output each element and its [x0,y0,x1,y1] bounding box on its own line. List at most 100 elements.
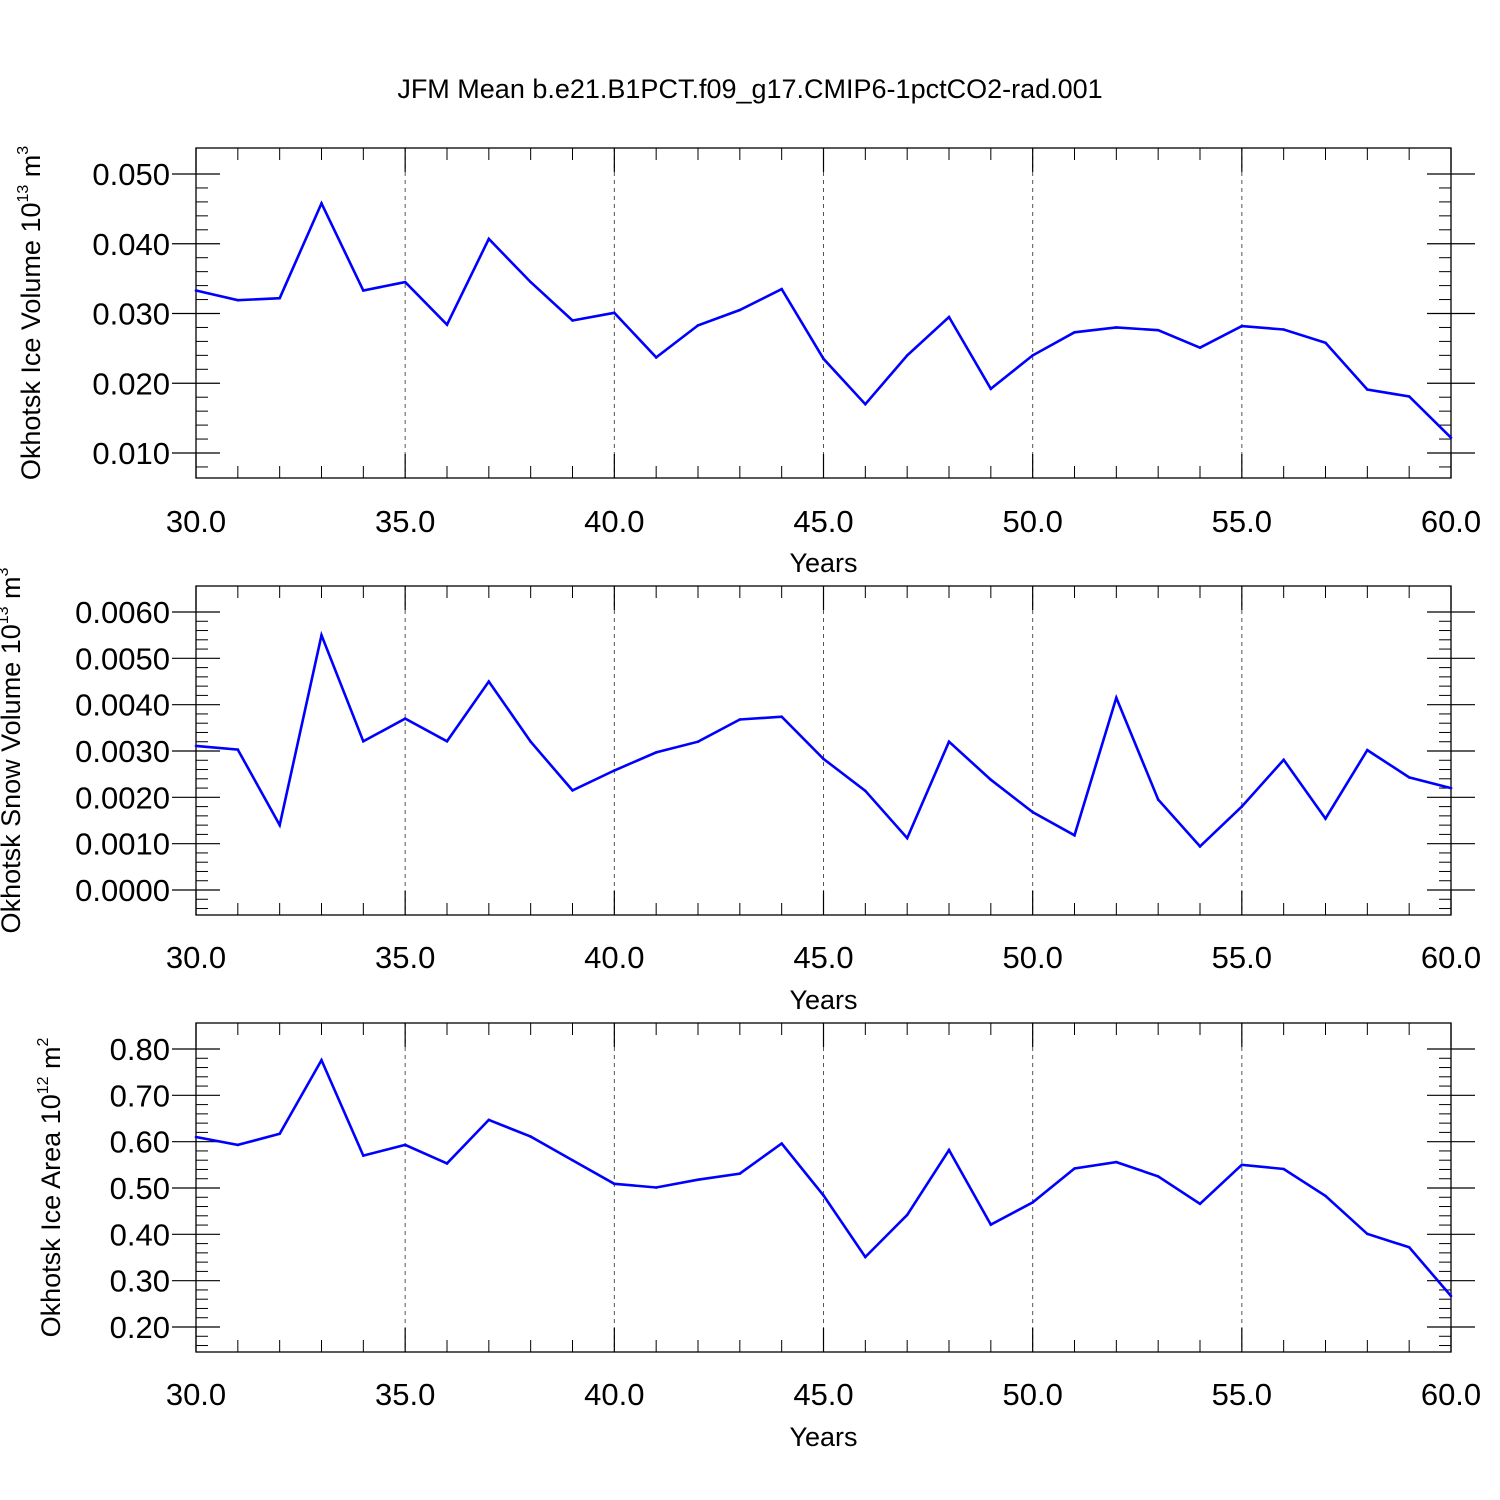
data-point [696,1178,700,1181]
data-point [278,296,281,300]
y-axis-title-text: Okhotsk Snow Volume 10 [0,624,26,933]
data-point [1407,776,1411,779]
y-tick-label: 0.0010 [75,827,170,862]
x-tick-label: 60.0 [1421,1377,1481,1412]
data-point [738,308,742,312]
x-tick-label: 60.0 [1421,940,1481,975]
data-point [780,715,783,719]
y-tick-label: 0.60 [110,1125,170,1160]
data-point [320,201,323,205]
data-point [1073,834,1076,837]
data-point [403,717,407,720]
y-tick-label: 0.70 [110,1078,170,1113]
data-point [905,1213,909,1217]
data-point [905,836,909,840]
x-tick-label: 35.0 [375,504,435,539]
x-axis-title: Years [789,985,857,1015]
data-point [1240,1163,1244,1167]
data-point [947,315,951,319]
data-point [236,1143,240,1147]
data-point [1031,1201,1034,1204]
data-point [236,298,240,302]
data-point [780,287,783,291]
x-tick-label: 55.0 [1212,1377,1272,1412]
y-tick-label: 0.50 [110,1171,170,1206]
data-point [445,739,449,743]
y-tick-label: 0.0000 [75,873,170,908]
data-point [1324,817,1327,820]
x-tick-label: 45.0 [793,1377,853,1412]
data-point [1449,786,1453,790]
data-point [1282,1167,1285,1171]
data-point [1031,354,1034,357]
data-point [1073,1167,1076,1170]
data-point [1198,1202,1202,1206]
x-tick-label: 40.0 [584,940,644,975]
y-axis-title: Okhotsk Ice Area 1012 m2 [35,1037,66,1337]
data-point [571,319,574,322]
data-point [278,1132,281,1136]
data-point [696,324,700,327]
data-point [1156,328,1160,332]
data-point [1240,805,1244,808]
x-tick-label: 50.0 [1002,1377,1062,1412]
data-point [445,1162,449,1165]
data-point [362,739,365,743]
y-axis-title-text: m [16,155,46,185]
x-axis-title: Years [789,1422,857,1452]
data-point [194,289,198,292]
data-point [864,402,867,406]
x-tick-label: 55.0 [1212,940,1272,975]
y-tick-label: 0.30 [110,1264,170,1299]
y-tick-label: 0.030 [92,297,170,332]
data-point [278,823,281,827]
data-point [194,744,198,748]
data-point [1198,845,1202,848]
data-point [529,280,532,284]
data-point [1115,326,1118,329]
data-point [487,1118,491,1122]
data-point [320,1058,323,1062]
data-point [905,354,909,357]
x-axis-title: Years [789,548,857,578]
data-point [236,748,240,751]
data-point [403,1143,407,1147]
x-tick-label: 35.0 [375,1377,435,1412]
data-point [1407,395,1411,398]
x-tick-label: 45.0 [793,504,853,539]
data-point [1366,1232,1369,1236]
chart-panel-2: 0.0000 0.0010 0.0020 0.0030 0.0040 0.0050 0.00… [0,567,1481,1015]
data-point [947,1148,951,1152]
data-point [989,387,993,391]
y-tick-label: 0.0020 [75,780,170,815]
data-point [1282,328,1285,331]
data-point [822,357,825,361]
y-tick-label: 0.0060 [75,595,170,630]
data-point [194,1135,198,1139]
chart-panel-3: 0.20 0.30 0.40 0.50 0.60 0.70 0.80 30.0 35.0 40.0… [35,1022,1481,1452]
y-axis-title-superscript: 3 [15,146,32,155]
y-axis-title-superscript: 13 [15,185,32,203]
data-point [1240,324,1244,328]
x-tick-label: 30.0 [166,504,226,539]
data-point [654,1186,658,1189]
data-point [1282,758,1285,762]
y-axis-title-text: Okhotsk Ice Area 10 [36,1094,66,1337]
x-tick-label: 55.0 [1212,504,1272,539]
data-point [738,718,742,721]
data-point [362,289,365,292]
data-point [738,1172,742,1175]
data-point [487,680,491,683]
x-tick-label: 35.0 [375,940,435,975]
data-point [403,280,407,284]
y-axis-title-text: m [0,576,26,606]
y-tick-label: 0.40 [110,1217,170,1252]
data-point [780,1142,783,1145]
y-axis-title-superscript: 3 [0,567,12,576]
data-point [989,778,993,782]
y-axis-title: Okhotsk Snow Volume 1013 m3 [0,567,26,933]
data-point [696,740,700,744]
data-point [1115,1160,1118,1164]
y-axis-title: Okhotsk Ice Volume 1013 m3 [15,146,46,480]
